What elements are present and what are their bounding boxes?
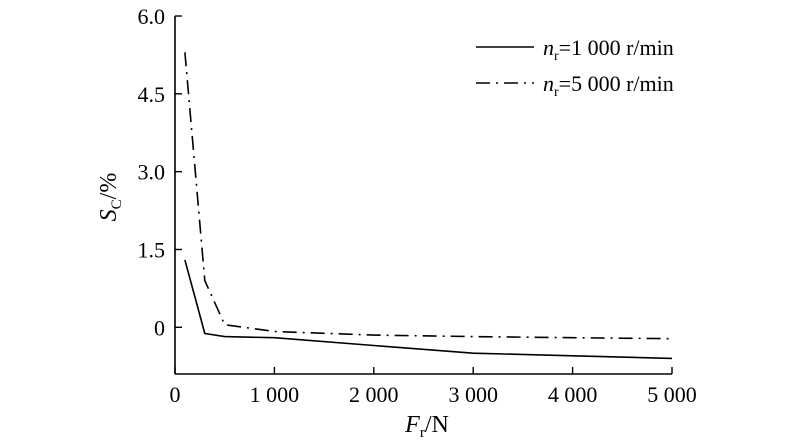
x-tick-label: 1 000	[250, 382, 300, 407]
legend-entry-2-rest: =5 000 r/min	[559, 71, 674, 96]
x-tick-label: 2 000	[349, 382, 399, 407]
y-tick-label: 1.5	[138, 237, 166, 262]
x-axis-label-unit: /N	[425, 412, 449, 438]
legend-entry-1: nr=1 000 r/min	[543, 35, 674, 64]
x-axis-label-sub: r	[420, 425, 425, 441]
y-tick-label: 6.0	[138, 4, 166, 29]
series-line-dash-dot	[184, 52, 673, 340]
legend-entry-2: nr=5 000 r/min	[543, 71, 674, 100]
legend-entry-1-sub: r	[554, 49, 559, 64]
legend-entry-1-rest: =1 000 r/min	[559, 35, 674, 60]
y-axis-label-main: S	[96, 209, 122, 221]
y-axis-label: SC/%	[96, 173, 125, 222]
axes	[174, 16, 672, 375]
series-layer	[184, 52, 673, 360]
x-axis-label: Fr/N	[404, 412, 449, 441]
x-tick-label: 4 000	[548, 382, 598, 407]
legend-entry-2-main: n	[543, 71, 554, 96]
legend: nr=1 000 r/min nr=5 000 r/min	[476, 35, 674, 100]
y-tick-label: 4.5	[138, 82, 166, 107]
x-axis-label-main: F	[404, 412, 420, 438]
x-tick-label: 5 000	[647, 382, 697, 407]
ticks-layer: 0 1 000 2 000 3 000 4 000 5 000 0 1.5 3.0 4.5 6.0	[138, 4, 697, 407]
series-line-solid	[184, 259, 673, 360]
x-tick-label: 3 000	[448, 382, 498, 407]
legend-entry-2-sub: r	[554, 85, 559, 100]
y-tick-label: 3.0	[138, 160, 166, 185]
y-axis-label-unit: /%	[96, 173, 122, 200]
y-tick-label: 0	[154, 315, 165, 340]
legend-entry-1-main: n	[543, 35, 554, 60]
x-tick-label: 0	[170, 382, 181, 407]
y-axis-label-sub: C	[109, 199, 125, 209]
